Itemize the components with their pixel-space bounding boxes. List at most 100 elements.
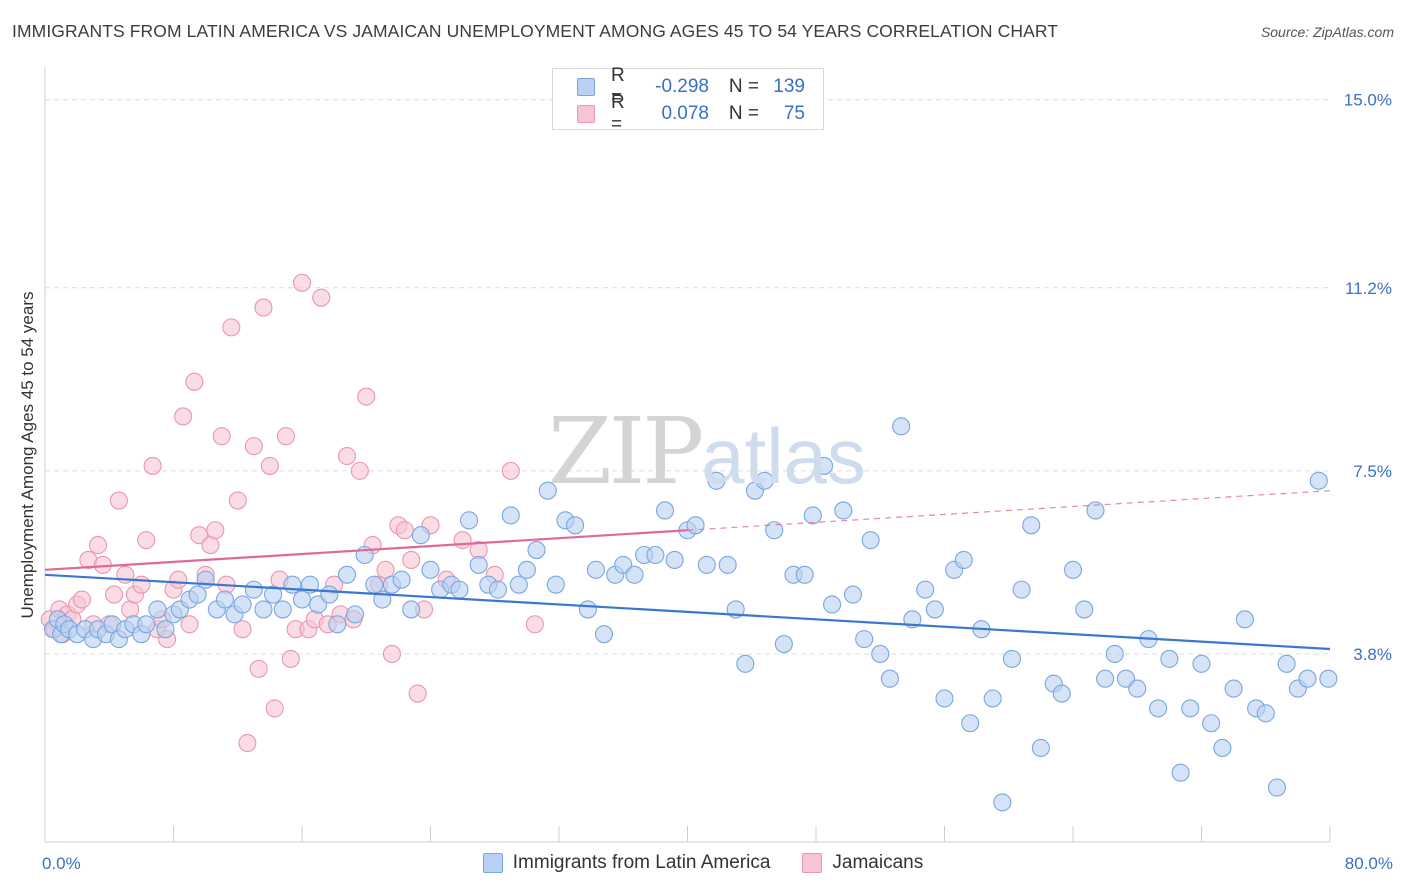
stats-row-jamaicans: R = 0.078 N = 75: [577, 92, 805, 135]
latin-america-point: [365, 575, 384, 594]
latin-america-point: [1213, 738, 1232, 758]
legend-item-latin-america[interactable]: Immigrants from Latin America: [482, 852, 770, 874]
latin-america-point: [527, 540, 546, 560]
latin-america-point: [1031, 738, 1050, 758]
latin-america-point: [774, 635, 793, 654]
latin-america-point: [1202, 714, 1221, 733]
latin-america-point: [1075, 600, 1094, 619]
latin-america-point: [345, 605, 365, 624]
jamaicans-point: [265, 699, 284, 718]
latin-america-point: [328, 615, 347, 634]
latin-america-point: [823, 595, 842, 614]
latin-america-point: [1096, 669, 1115, 688]
latin-america-point: [392, 570, 411, 589]
jamaicans-trend-line: [44, 529, 688, 571]
jamaicans-point: [244, 437, 263, 456]
latin-america-point: [1128, 679, 1147, 698]
latin-america-point: [1052, 684, 1071, 703]
jamaicans-point: [143, 456, 162, 475]
latin-america-point: [1309, 471, 1328, 490]
n-label: N =: [728, 103, 759, 124]
latin-america-point: [450, 580, 469, 599]
jamaicans-trend-extension: [687, 490, 1331, 531]
latin-america-point: [509, 575, 528, 594]
latin-america-point: [871, 644, 890, 664]
jamaicans-point: [88, 536, 108, 555]
latin-america-point: [254, 600, 273, 619]
jamaicans-point: [276, 427, 295, 446]
latin-america-point: [1063, 560, 1083, 579]
latin-america-point: [402, 600, 421, 619]
r-value: 0.078: [661, 103, 709, 124]
chart-title: IMMIGRANTS FROM LATIN AMERICA VS JAMAICA…: [12, 21, 1059, 41]
jamaicans-point: [72, 590, 91, 609]
latin-america-point: [834, 501, 853, 520]
jamaicans-point: [169, 570, 188, 589]
latin-america-point: [795, 565, 814, 584]
jamaicans-point: [453, 531, 472, 550]
legend-item-jamaicans[interactable]: Jamaicans: [802, 852, 923, 874]
latin-america-point: [1298, 669, 1317, 688]
jamaicans-point: [233, 620, 252, 639]
latin-america-point: [646, 545, 665, 565]
latin-america-point: [855, 630, 874, 649]
jamaicans-point: [382, 644, 402, 664]
jamaicans-point: [228, 491, 247, 510]
latin-america-point: [1160, 649, 1179, 668]
y-tick-label: 3.8%: [1353, 645, 1392, 664]
latin-america-point: [1192, 654, 1211, 673]
jamaicans-point: [312, 288, 331, 307]
stats-legend: R = -0.298 N = 139 R = 0.078 N = 75: [552, 65, 824, 135]
watermark: ZIPatlas: [548, 398, 866, 505]
latin-america-point: [625, 565, 644, 584]
latin-america-point: [459, 511, 479, 530]
latin-america-point: [925, 600, 944, 619]
latin-america-point: [148, 600, 167, 619]
latin-america-point: [546, 575, 565, 594]
latin-america-point: [765, 521, 784, 540]
latin-america-point: [961, 714, 980, 733]
latin-america-point: [1022, 516, 1041, 535]
latin-america-point: [1181, 699, 1200, 718]
r-value: -0.298: [655, 76, 709, 97]
y-tick-label: 7.5%: [1353, 462, 1392, 481]
stats-row-latin-america: R = -0.298 N = 139: [577, 65, 805, 108]
jamaicans-point: [254, 298, 273, 317]
latin-america-point: [320, 585, 339, 604]
latin-america-point: [586, 560, 605, 579]
latin-america-point: [1149, 699, 1168, 718]
r-label: R =: [611, 65, 625, 108]
latin-america-point: [993, 793, 1012, 812]
latin-america-point: [755, 471, 774, 490]
jamaicans-point: [337, 446, 357, 466]
y-tick-label: 11.2%: [1345, 279, 1392, 298]
latin-america-point: [196, 570, 215, 589]
source-text: Source: ZipAtlas.com: [1260, 24, 1394, 40]
latin-america-point: [501, 506, 520, 525]
latin-america-point: [292, 590, 312, 609]
latin-america-point: [843, 585, 862, 604]
latin-america-point: [916, 580, 935, 599]
blue-swatch: [482, 853, 503, 873]
latin-america-point: [244, 580, 263, 599]
latin-america-trend-line: [44, 573, 1331, 651]
latin-america-point: [697, 555, 716, 574]
jamaicans-point: [281, 649, 300, 668]
r-label: R =: [611, 92, 625, 135]
pink-swatch: [577, 105, 595, 123]
latin-america-point: [488, 580, 508, 599]
latin-america-point: [935, 689, 954, 708]
latin-america-point: [880, 669, 899, 688]
latin-america-point: [538, 481, 557, 500]
jamaicans-point: [212, 427, 231, 446]
latin-america-point: [954, 550, 973, 569]
jamaicans-point: [408, 684, 427, 703]
latin-america-point: [1277, 654, 1296, 673]
series-legend: Immigrants from Latin America Jamaicans: [0, 852, 1406, 874]
latin-america-point: [686, 516, 705, 535]
latin-america-point: [517, 560, 536, 579]
jamaicans-point: [105, 585, 124, 604]
latin-america-point: [1224, 679, 1243, 698]
latin-america-point: [1105, 644, 1124, 664]
